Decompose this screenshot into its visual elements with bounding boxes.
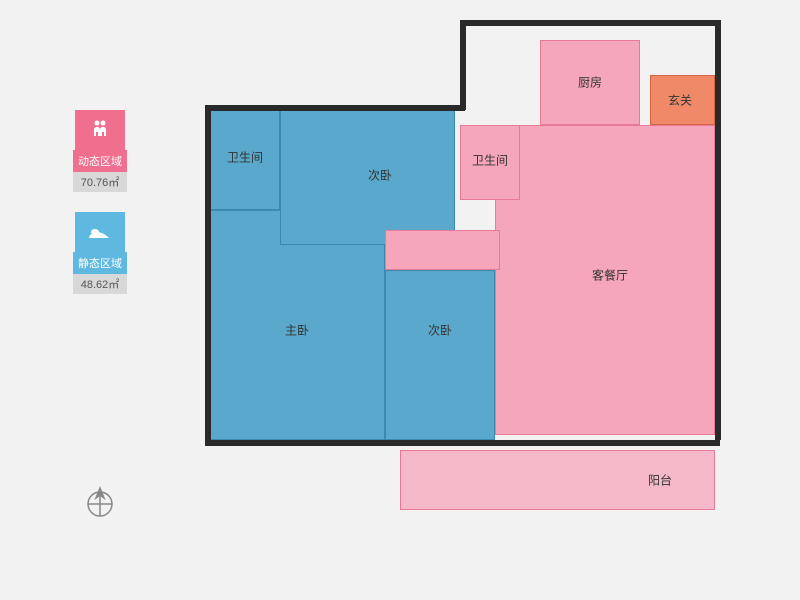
room-客餐厅2 — [385, 230, 500, 270]
wall-6 — [495, 440, 720, 446]
room-label-主卧: 主卧 — [285, 322, 309, 339]
room-label-客餐厅: 客餐厅 — [592, 267, 628, 284]
room-label-次卧1: 次卧 — [368, 167, 392, 184]
legend-static: 静态区域 48.62㎡ — [70, 212, 130, 294]
legend-dynamic-label: 动态区域 — [73, 150, 127, 172]
room-label-玄关: 玄关 — [668, 92, 692, 109]
room-label-次卧2: 次卧 — [428, 322, 452, 339]
legend-panel: 动态区域 70.76㎡ 静态区域 48.62㎡ — [70, 110, 130, 314]
compass-icon — [80, 480, 120, 525]
floorplan: 主卧次卧卫生间次卧客餐厅厨房卫生间玄关阳台 — [200, 20, 730, 580]
wall-2 — [205, 440, 500, 446]
people-icon — [75, 110, 125, 150]
wall-0 — [205, 105, 465, 111]
room-label-卫生间2: 卫生间 — [472, 152, 508, 169]
legend-dynamic: 动态区域 70.76㎡ — [70, 110, 130, 192]
wall-5 — [715, 20, 721, 440]
rest-icon — [75, 212, 125, 252]
wall-4 — [460, 20, 720, 26]
room-label-厨房: 厨房 — [578, 74, 602, 91]
wall-1 — [205, 105, 211, 445]
legend-static-value: 48.62㎡ — [73, 274, 127, 294]
room-label-卫生间1: 卫生间 — [227, 149, 263, 166]
room-label-阳台: 阳台 — [648, 472, 672, 489]
legend-dynamic-value: 70.76㎡ — [73, 172, 127, 192]
legend-static-label: 静态区域 — [73, 252, 127, 274]
room-次卧2 — [385, 270, 495, 440]
wall-3 — [460, 20, 466, 110]
